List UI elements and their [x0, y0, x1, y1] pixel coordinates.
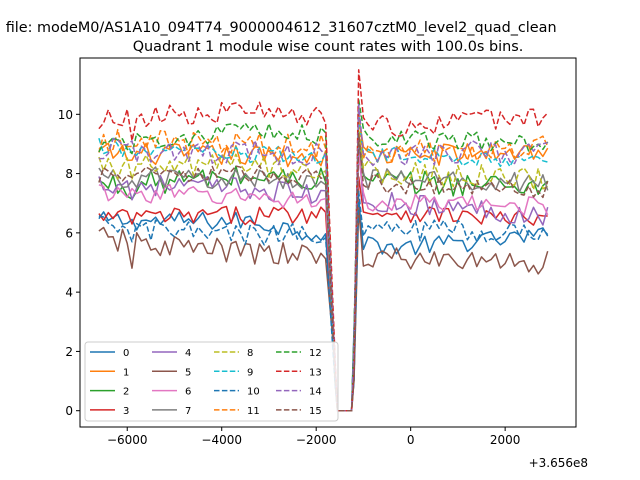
legend-box	[84, 341, 339, 422]
series-line-9	[98, 112, 548, 412]
legend-label-2: 2	[123, 387, 129, 398]
x-offset-label: +3.656e8	[529, 456, 588, 470]
legend-label-7: 7	[185, 406, 191, 417]
legend-label-5: 5	[185, 367, 191, 378]
series-line-15	[98, 133, 549, 412]
chart-title: Quadrant 1 module wise count rates with …	[133, 39, 524, 55]
legend-label-8: 8	[247, 348, 253, 359]
series-line-12	[98, 99, 549, 412]
series-line-14	[98, 103, 548, 412]
plot-area	[98, 69, 549, 412]
series-line-5	[98, 207, 549, 412]
legend-label-11: 11	[247, 406, 260, 417]
figure-suptitle: n file: modeM0/AS1A10_094T74_9000004612_…	[0, 20, 557, 36]
x-tick-label: 0	[407, 433, 415, 447]
y-tick-label: 6	[65, 226, 73, 240]
y-tick-label: 4	[65, 286, 73, 300]
legend-label-14: 14	[309, 387, 322, 398]
series-line-4	[98, 146, 549, 412]
series-line-10	[98, 190, 549, 412]
series-line-0	[98, 198, 549, 412]
y-tick-label: 8	[65, 167, 73, 181]
x-tick-label: −4000	[201, 433, 242, 447]
series-line-13	[98, 69, 549, 412]
x-tick-label: −6000	[107, 433, 148, 447]
legend-label-13: 13	[309, 367, 322, 378]
y-axis: 0 2 4 6 8 10	[58, 108, 80, 418]
y-tick-label: 2	[65, 345, 73, 359]
legend-label-1: 1	[123, 367, 129, 378]
legend-label-4: 4	[185, 348, 191, 359]
series-line-11	[98, 109, 549, 412]
x-tick-label: 2000	[490, 433, 521, 447]
legend-label-12: 12	[309, 348, 322, 359]
y-tick-label: 0	[65, 404, 73, 418]
series-line-6	[98, 152, 549, 412]
legend-label-9: 9	[247, 367, 253, 378]
legend-label-10: 10	[247, 387, 260, 398]
x-tick-label: −2000	[296, 433, 337, 447]
legend-label-6: 6	[185, 387, 191, 398]
axes-frame	[79, 57, 577, 428]
legend-label-15: 15	[309, 406, 322, 417]
legend-label-0: 0	[123, 348, 129, 359]
y-tick-label: 10	[58, 108, 73, 122]
series-line-3	[98, 176, 548, 412]
legend-label-3: 3	[123, 406, 129, 417]
x-axis: −6000 −4000 −2000 0 2000	[107, 427, 520, 447]
